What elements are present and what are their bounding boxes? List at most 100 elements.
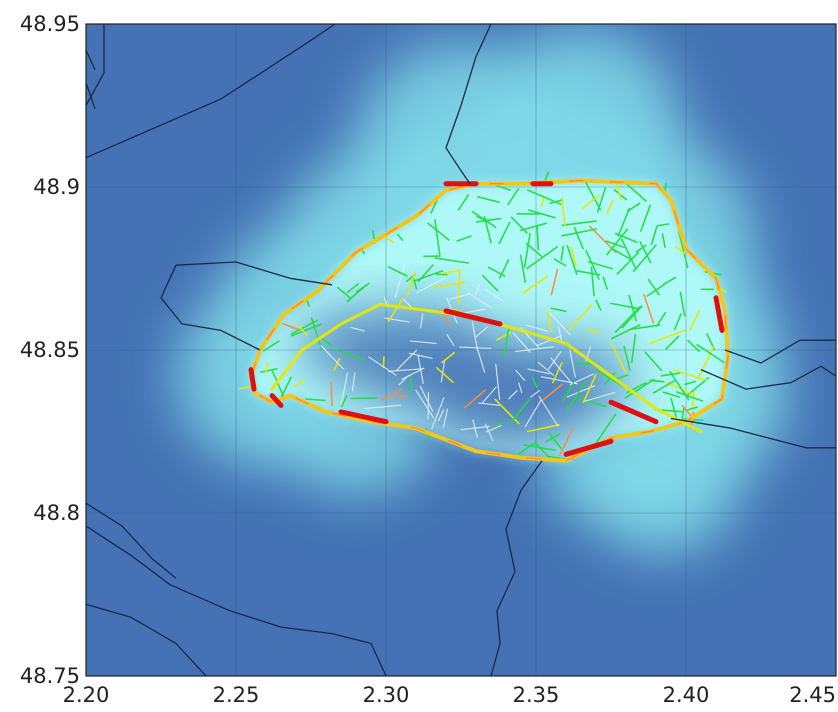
boundary-line — [86, 24, 336, 159]
road-segment — [458, 268, 461, 306]
road-segment — [635, 244, 647, 253]
road-segment — [433, 281, 466, 289]
road-segment — [672, 369, 708, 381]
road-segment — [419, 385, 434, 412]
road-segment — [416, 277, 446, 294]
road-segment — [616, 374, 629, 380]
road-segment — [669, 370, 690, 401]
road-segment — [471, 321, 478, 351]
road-segment — [548, 351, 562, 370]
road-segment — [660, 372, 681, 377]
x-tick-label: 2.25 — [213, 683, 260, 707]
road-segment — [559, 427, 574, 456]
road-segment — [355, 282, 370, 293]
road-segment — [435, 366, 454, 383]
road-segment — [442, 408, 449, 428]
road-segment — [474, 283, 481, 296]
admin-boundaries — [86, 24, 836, 676]
paris-ring-road — [248, 178, 730, 463]
road-segment — [561, 220, 597, 227]
road-segment — [484, 289, 504, 302]
road-segment — [438, 409, 445, 421]
road-segment — [417, 355, 424, 384]
road-segment — [519, 254, 527, 284]
road-segment — [673, 313, 682, 331]
boundary-line — [700, 365, 836, 390]
road-segment — [510, 398, 530, 424]
road-segment — [665, 335, 680, 350]
road-segment — [576, 270, 601, 276]
road-segment — [575, 362, 596, 366]
road-segment — [586, 328, 601, 333]
congested-segment — [563, 438, 614, 457]
road-segment — [282, 322, 299, 331]
road-segment — [527, 368, 550, 375]
road-segment — [639, 204, 652, 232]
road-segment — [526, 246, 558, 270]
road-segment — [503, 326, 510, 358]
road-segment — [523, 444, 556, 452]
road-segment — [662, 391, 681, 398]
road-segment — [684, 406, 699, 412]
road-segment — [630, 333, 637, 364]
boundary-line — [160, 261, 333, 351]
road-segment — [387, 297, 404, 322]
road-segment — [387, 266, 408, 277]
road-segment — [394, 263, 406, 298]
road-segment — [687, 339, 700, 353]
road-segment — [529, 390, 540, 398]
road-segment — [569, 349, 576, 378]
road-segment — [595, 299, 602, 311]
road-segment — [547, 310, 552, 332]
road-segment — [538, 395, 559, 427]
road-segment — [350, 326, 365, 332]
road-segment — [534, 441, 552, 460]
road-segment — [524, 399, 542, 428]
x-tick-label: 2.20 — [63, 683, 110, 707]
road-segment — [614, 305, 641, 333]
y-tick-label: 48.95 — [20, 12, 80, 36]
road-segment — [507, 188, 520, 206]
road-segment — [565, 381, 586, 413]
y-tick-label: 48.85 — [20, 338, 80, 362]
road-segment — [675, 391, 704, 402]
road-segment — [566, 245, 578, 276]
road-segment — [537, 361, 555, 376]
road-segment — [531, 376, 538, 389]
road-segment — [610, 342, 627, 374]
road-segment — [482, 386, 497, 404]
road-segment — [584, 180, 602, 211]
road-segment — [412, 277, 418, 290]
road-segment — [581, 194, 600, 210]
road-segment — [467, 292, 492, 309]
road-segment — [495, 363, 501, 400]
road-segment — [508, 390, 518, 400]
boundary-line — [86, 82, 96, 110]
road-segment — [280, 376, 292, 398]
road-segment — [678, 231, 689, 269]
road-segment — [475, 326, 488, 338]
road-segment — [606, 228, 629, 256]
road-segment — [384, 317, 410, 323]
road-segment — [639, 241, 652, 264]
road-segment — [610, 302, 639, 310]
road-segment — [623, 345, 631, 372]
road-segment — [663, 276, 677, 286]
road-segment — [434, 257, 470, 264]
road-segment — [462, 308, 486, 314]
road-segment — [406, 270, 416, 297]
road-segment — [409, 340, 437, 344]
road-segment — [457, 194, 470, 211]
road-segment — [264, 362, 269, 375]
road-segment — [674, 245, 686, 255]
road-segment — [397, 234, 404, 241]
road-segment — [661, 233, 666, 248]
road-segment — [512, 331, 531, 353]
y-tick-label: 48.9 — [33, 175, 80, 199]
road-segment — [643, 293, 655, 324]
x-tick-label: 2.35 — [513, 683, 560, 707]
road-segment — [561, 228, 598, 237]
road-segment — [259, 367, 278, 373]
road-segment — [684, 380, 697, 386]
x-tick-label: 2.30 — [363, 683, 410, 707]
